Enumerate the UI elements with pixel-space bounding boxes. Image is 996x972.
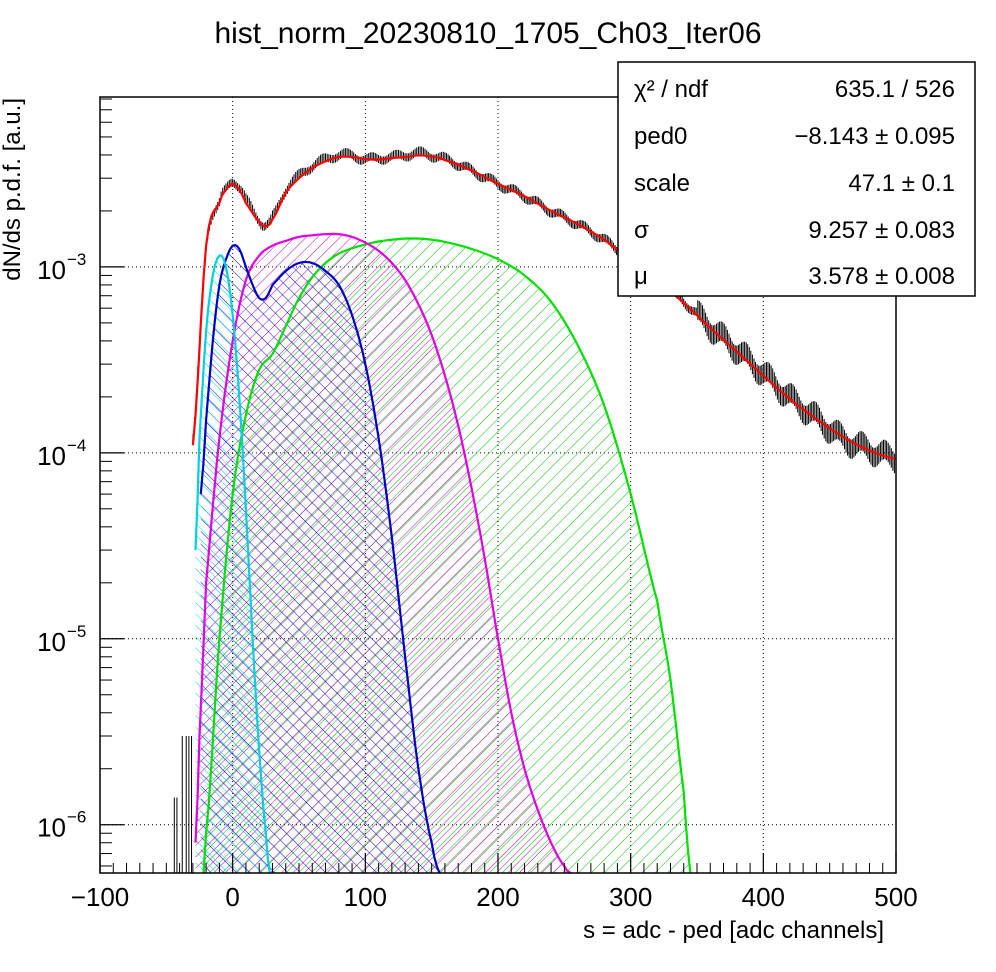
y-tick-label-base: 10 bbox=[37, 255, 66, 285]
stats-row-name: scale bbox=[634, 170, 690, 197]
stats-box: χ² / ndf 635.1 / 526 ped0 −8.143 ± 0.095 sca… bbox=[617, 61, 976, 297]
stats-row-name: σ bbox=[634, 217, 649, 244]
chart-title: hist_norm_20230810_1705_Ch03_Iter06 bbox=[214, 17, 761, 50]
one-pe-fill bbox=[200, 245, 440, 873]
x-tick-label: 300 bbox=[609, 882, 652, 912]
three-pe-curve bbox=[202, 237, 692, 874]
y-tick-label-base: 10 bbox=[37, 813, 66, 843]
y-tick-label-exponent: −6 bbox=[67, 808, 86, 827]
stats-row-value: 635.1 / 526 bbox=[835, 76, 955, 103]
x-tick-label: 0 bbox=[225, 882, 239, 912]
x-tick-label: 500 bbox=[874, 882, 917, 912]
stats-row-name: ped0 bbox=[634, 123, 687, 150]
stats-row-value: 3.578 ± 0.008 bbox=[808, 263, 955, 290]
axis-ticks bbox=[99, 98, 897, 873]
x-tick-label: 200 bbox=[476, 882, 519, 912]
x-tick-label: −100 bbox=[71, 882, 130, 912]
y-tick-label-exponent: −4 bbox=[67, 436, 86, 455]
y-tick-label-base: 10 bbox=[37, 441, 66, 471]
two-pe-curve bbox=[194, 232, 572, 874]
x-axis-label: s = adc - ped [adc channels] bbox=[583, 917, 884, 944]
stats-row-value: −8.143 ± 0.095 bbox=[794, 123, 955, 150]
y-tick-label-exponent: −5 bbox=[67, 622, 86, 641]
stats-row-name: χ² / ndf bbox=[634, 76, 708, 103]
component-fills bbox=[195, 233, 691, 874]
one-pe-curve bbox=[199, 243, 441, 874]
pedestal-curve bbox=[194, 254, 271, 874]
y-axis-label: dN/ds p.d.f. [a.u.] bbox=[0, 98, 26, 281]
y-tick-label-base: 10 bbox=[37, 627, 66, 657]
stats-row-value: 47.1 ± 0.1 bbox=[848, 170, 955, 197]
stats-box-frame bbox=[617, 61, 976, 297]
stats-row-name: μ bbox=[634, 263, 648, 290]
stats-row-value: 9.257 ± 0.083 bbox=[808, 217, 955, 244]
x-tick-label: 400 bbox=[742, 882, 785, 912]
total-fit-curve bbox=[191, 154, 897, 460]
y-tick-label-exponent: −3 bbox=[67, 250, 86, 269]
fit-curves bbox=[191, 154, 897, 874]
x-tick-label: 100 bbox=[344, 882, 387, 912]
